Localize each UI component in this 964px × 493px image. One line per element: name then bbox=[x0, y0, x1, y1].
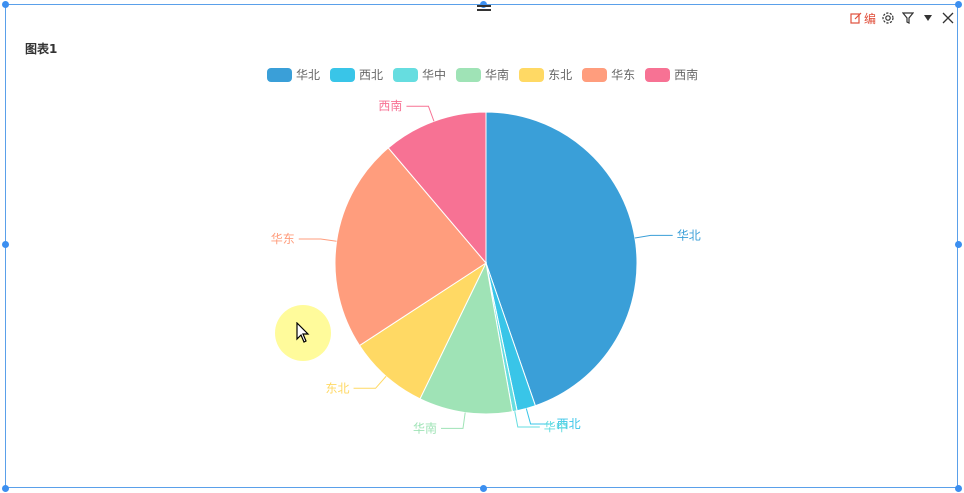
drag-handle-icon[interactable] bbox=[477, 5, 491, 13]
edit-label: 编 bbox=[863, 11, 876, 26]
label-leader-line-0 bbox=[634, 234, 673, 239]
label-leader-line-1 bbox=[525, 408, 553, 425]
resize-handle-bottom[interactable] bbox=[480, 485, 487, 492]
resize-handle-right[interactable] bbox=[955, 241, 962, 248]
resize-handle-top-left[interactable] bbox=[2, 1, 9, 8]
label-leader-line-5 bbox=[298, 238, 337, 242]
resize-handle-bottom-right[interactable] bbox=[955, 485, 962, 492]
label-leader-line-4 bbox=[353, 375, 387, 389]
legend-label: 华中 bbox=[422, 68, 447, 82]
legend-swatch bbox=[330, 67, 356, 82]
edit-icon bbox=[850, 12, 862, 24]
legend-swatch bbox=[267, 67, 292, 82]
slice-label-5: 华东 bbox=[271, 232, 295, 246]
legend-swatch bbox=[645, 67, 671, 82]
dropdown-triangle-icon[interactable] bbox=[920, 10, 936, 26]
pie-slice-6[interactable] bbox=[387, 111, 487, 265]
legend-swatch bbox=[393, 67, 419, 82]
pie-slice-3[interactable] bbox=[419, 261, 514, 415]
resize-handle-top-right[interactable] bbox=[955, 1, 962, 8]
slice-label-6: 西南 bbox=[378, 98, 402, 113]
legend-label: 西南 bbox=[674, 68, 699, 82]
legend-item[interactable]: 华东 bbox=[582, 66, 635, 83]
settings-gear-icon[interactable] bbox=[880, 10, 896, 26]
resize-handle-bottom-left[interactable] bbox=[2, 485, 9, 492]
slice-label-2: 华中 bbox=[544, 419, 568, 434]
legend-swatch bbox=[519, 67, 545, 82]
resize-handle-left[interactable] bbox=[2, 241, 9, 248]
label-leader-line-2 bbox=[514, 411, 540, 428]
close-icon[interactable] bbox=[940, 10, 956, 26]
edit-button[interactable]: 编 bbox=[850, 10, 876, 27]
legend-item[interactable]: 华南 bbox=[456, 66, 509, 83]
legend-swatch bbox=[582, 67, 608, 82]
legend-item[interactable]: 西南 bbox=[645, 66, 698, 83]
slice-label-0: 华北 bbox=[677, 228, 701, 242]
chart-legend: 华北 西北 华中 华南 东北 华东 西南 bbox=[267, 66, 708, 83]
chart-title: 图表1 bbox=[25, 42, 58, 56]
legend-swatch bbox=[456, 67, 482, 82]
legend-label: 华北 bbox=[296, 68, 321, 82]
legend-label: 华南 bbox=[485, 68, 510, 82]
legend-label: 西北 bbox=[359, 68, 384, 82]
legend-label: 华东 bbox=[611, 68, 636, 82]
legend-label: 东北 bbox=[548, 68, 573, 82]
mouse-cursor-icon bbox=[296, 322, 310, 343]
legend-item[interactable]: 华中 bbox=[393, 66, 446, 83]
slice-label-1: 西北 bbox=[557, 417, 581, 431]
filter-icon[interactable] bbox=[900, 10, 916, 26]
slice-label-3: 华南 bbox=[413, 420, 437, 435]
label-leader-line-6 bbox=[406, 105, 435, 122]
legend-item[interactable]: 东北 bbox=[519, 66, 572, 83]
slice-label-4: 东北 bbox=[326, 381, 350, 395]
label-leader-line-3 bbox=[440, 412, 466, 429]
legend-item[interactable]: 西北 bbox=[330, 66, 383, 83]
widget-toolbar: 编 bbox=[850, 8, 956, 28]
resize-handle-top[interactable] bbox=[480, 1, 487, 8]
legend-item[interactable]: 华北 bbox=[267, 66, 320, 83]
